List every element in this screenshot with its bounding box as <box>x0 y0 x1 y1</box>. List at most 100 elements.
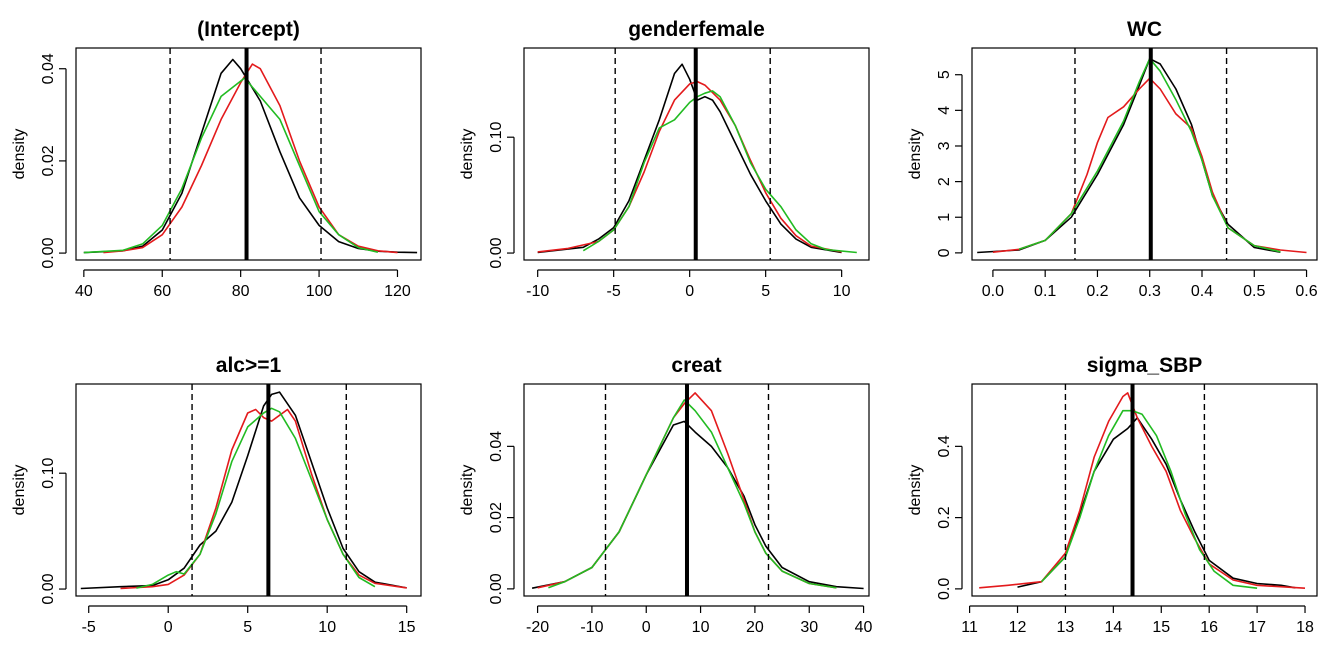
density-curve-3 <box>1040 409 1258 589</box>
y-tick-label: 1 <box>936 213 953 222</box>
y-tick-label: 0.10 <box>488 122 505 153</box>
y-tick-label: 4 <box>936 106 953 115</box>
x-tick-label: 0.5 <box>1243 283 1265 300</box>
curves <box>531 392 864 590</box>
y-tick-label: 5 <box>936 70 953 79</box>
curves <box>83 58 418 254</box>
density-curve-2 <box>103 63 398 254</box>
y-tick-label: 0.4 <box>936 435 953 457</box>
y-axis-label: density <box>11 129 28 180</box>
x-tick-label: 14 <box>1104 619 1122 636</box>
x-tick-label: 5 <box>243 619 252 636</box>
density-curve-3 <box>582 90 857 254</box>
density-curve-1 <box>80 391 407 590</box>
y-tick-label: 0.00 <box>488 237 505 268</box>
x-tick-label: -5 <box>607 283 621 300</box>
x-tick-label: 40 <box>75 283 93 300</box>
density-curve-1 <box>537 63 842 254</box>
density-curve-1 <box>83 58 418 254</box>
x-tick-label: 0.0 <box>982 283 1004 300</box>
density-curve-1 <box>531 420 864 590</box>
x-tick-label: 13 <box>1057 619 1075 636</box>
x-tick-label: 5 <box>761 283 770 300</box>
panel-1: (Intercept) density 40 60 80 100 120 0.00 0.02 0.… <box>11 18 422 300</box>
x-tick-label: 16 <box>1200 619 1218 636</box>
curves <box>979 392 1306 589</box>
plot-frame <box>523 47 870 261</box>
panel-title: alc>=1 <box>216 354 282 377</box>
x-tick-label: 80 <box>232 283 250 300</box>
x-tick-label: -5 <box>82 619 96 636</box>
panel-2: genderfemale density -10 -5 0 5 10 0.00 0.10 <box>459 18 870 300</box>
x-tick-label: 0.6 <box>1295 283 1317 300</box>
y-axis-label: density <box>907 129 924 180</box>
x-tick-label: 40 <box>855 619 873 636</box>
x-tick-label: 0 <box>164 619 173 636</box>
x-tick-label: -20 <box>526 619 549 636</box>
y-axis-label: density <box>11 465 28 516</box>
panel-title: (Intercept) <box>197 18 300 41</box>
y-tick-label: 0.04 <box>488 431 505 462</box>
plot-frame <box>523 383 870 597</box>
x-tick-label: 11 <box>961 619 978 636</box>
x-tick-label: 30 <box>800 619 818 636</box>
x-tick-label: -10 <box>580 619 603 636</box>
y-tick-label: 0.2 <box>936 506 953 528</box>
x-tick-label: 0.3 <box>1139 283 1161 300</box>
x-tick-label: 15 <box>1152 619 1170 636</box>
plot-frame <box>75 383 422 597</box>
x-tick-label: 0.2 <box>1086 283 1108 300</box>
y-tick-label: 0.02 <box>488 502 505 533</box>
density-curve-1 <box>1017 416 1296 589</box>
plot-frame <box>971 383 1318 597</box>
y-tick-label: 0.00 <box>488 573 505 604</box>
x-tick-label: 0.1 <box>1034 283 1056 300</box>
x-tick-label: 10 <box>692 619 710 636</box>
y-tick-label: 0.0 <box>936 578 953 600</box>
y-axis-label: density <box>459 465 476 516</box>
y-tick-label: 0.02 <box>40 145 57 176</box>
x-tick-label: 60 <box>153 283 171 300</box>
x-tick-label: 100 <box>306 283 333 300</box>
x-tick-label: -10 <box>526 283 549 300</box>
x-tick-label: 15 <box>398 619 416 636</box>
y-tick-label: 0 <box>936 248 953 257</box>
density-curve-2 <box>979 392 1306 589</box>
panel-title: creat <box>671 354 721 377</box>
x-tick-label: 12 <box>1009 619 1027 636</box>
y-tick-label: 0.04 <box>40 53 57 84</box>
curves <box>977 57 1307 254</box>
x-tick-label: 0.4 <box>1191 283 1213 300</box>
x-tick-label: 17 <box>1248 619 1266 636</box>
panel-4: alc>=1 density -5 0 5 10 15 0.00 0.10 <box>11 354 422 636</box>
density-curve-2 <box>120 408 407 590</box>
density-curve-1 <box>977 57 1281 254</box>
curves <box>80 391 407 590</box>
panel-title: genderfemale <box>628 18 765 41</box>
density-curve-3 <box>548 399 837 589</box>
density-curve-3 <box>136 407 376 589</box>
x-tick-label: 120 <box>384 283 411 300</box>
plot-frame <box>971 47 1318 261</box>
y-tick-label: 0.10 <box>40 458 57 489</box>
y-tick-label: 2 <box>936 177 953 186</box>
panel-title: sigma_SBP <box>1087 354 1203 377</box>
panel-title: WC <box>1127 18 1162 41</box>
plot-frame <box>75 47 422 261</box>
x-tick-label: 18 <box>1296 619 1314 636</box>
x-tick-label: 0 <box>642 619 651 636</box>
x-tick-label: 10 <box>318 619 336 636</box>
x-tick-label: 10 <box>833 283 851 300</box>
y-axis-label: density <box>907 465 924 516</box>
density-curve-3 <box>1018 57 1281 253</box>
x-tick-label: 20 <box>746 619 764 636</box>
panel-3: WC density 0.0 0.1 0.2 0.3 0.4 0.5 0.6 0 1 2 3 4 5 <box>907 18 1318 300</box>
x-tick-label: 0 <box>685 283 694 300</box>
y-tick-label: 0.00 <box>40 573 57 604</box>
y-tick-label: 3 <box>936 141 953 150</box>
y-axis-label: density <box>459 129 476 180</box>
panel-5: creat density -20 -10 0 10 20 30 40 0.00 0.02 0.04 <box>459 354 873 636</box>
density-curve-2 <box>537 80 842 253</box>
